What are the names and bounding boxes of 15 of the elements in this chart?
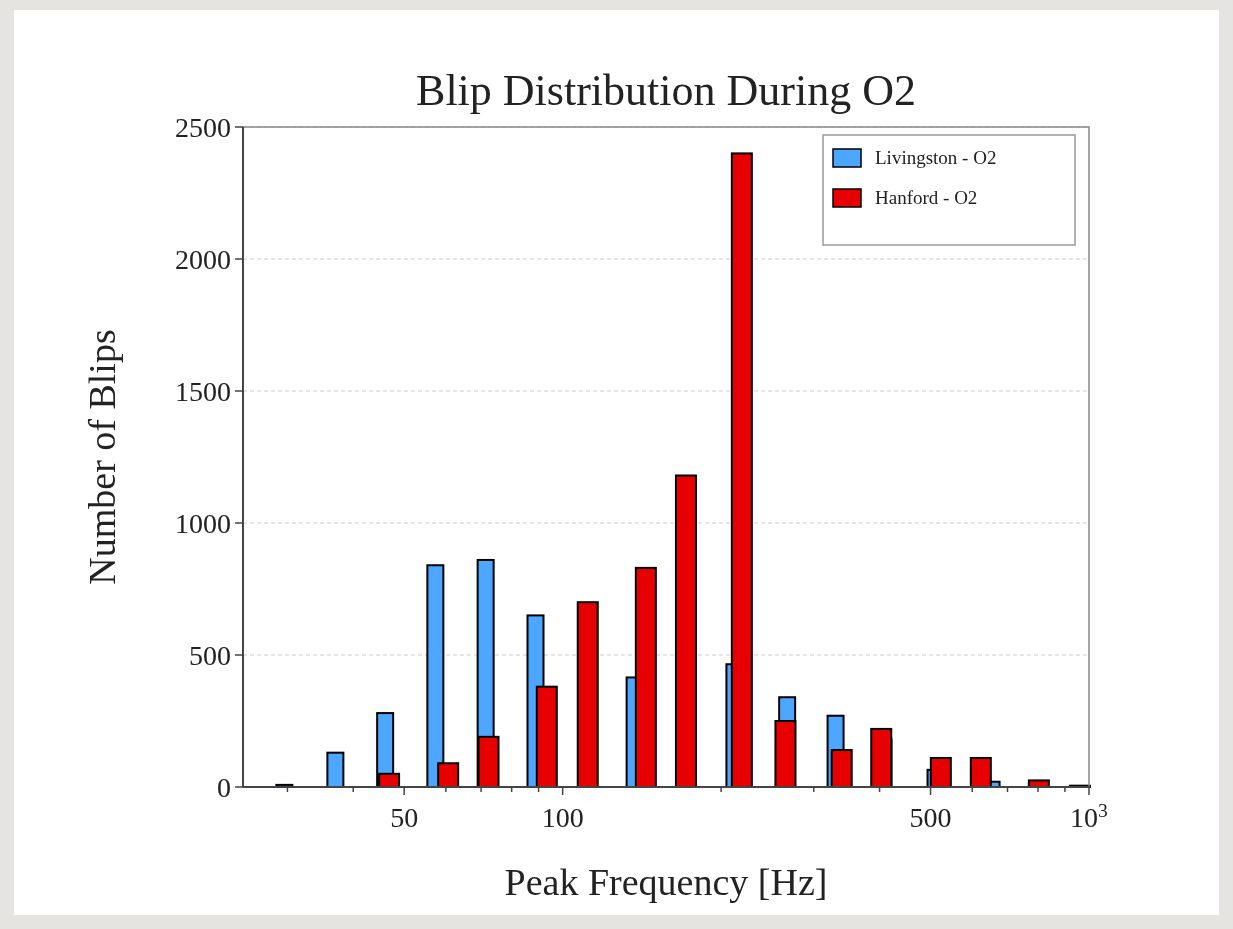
y-tick-label: 1500 bbox=[175, 375, 231, 407]
x-tick-label: 100 bbox=[541, 802, 584, 833]
x-tick-label: 10$^{3}$ bbox=[1070, 799, 1109, 833]
chart-title: Blip Distribution During O2 bbox=[416, 66, 916, 115]
x-axis-title: Peak Frequency [Hz] bbox=[504, 861, 828, 903]
y-tick-label: 500 bbox=[189, 639, 231, 671]
x-tick-label: 500 bbox=[909, 802, 952, 833]
y-tick-label: 1000 bbox=[175, 507, 231, 539]
y-tick-label: 2500 bbox=[175, 111, 231, 143]
y-tick-label: 0 bbox=[217, 771, 231, 803]
legend-label: Hanford - O2 bbox=[875, 187, 978, 208]
x-tick-label: 50 bbox=[390, 802, 419, 833]
y-axis-title: Number of Blips bbox=[81, 329, 123, 585]
legend-label: Livingston - O2 bbox=[875, 147, 997, 168]
y-tick-label: 2000 bbox=[175, 243, 231, 275]
